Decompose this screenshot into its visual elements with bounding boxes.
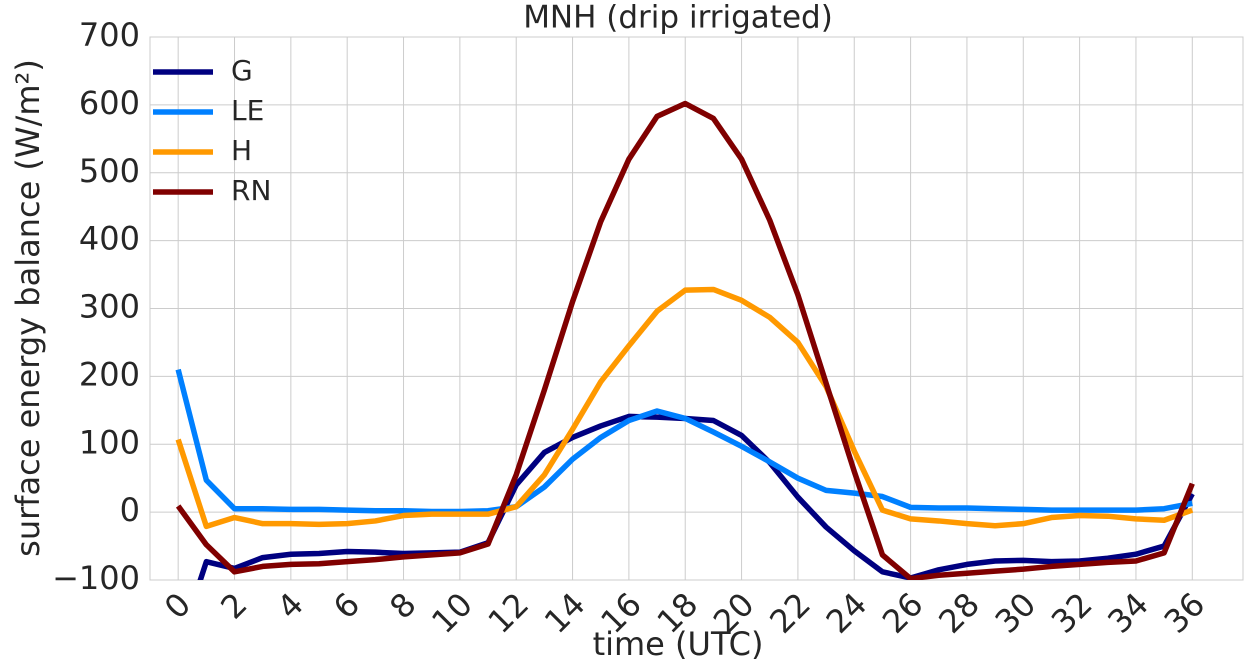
x-tick-label: 26 [875,585,931,641]
x-axis-label: time (UTC) [593,625,764,663]
y-tick-label: 400 [79,220,140,258]
x-tick-label: 32 [1044,585,1100,641]
x-tick-label: 0 [157,585,198,626]
x-tick-label: 14 [537,585,593,641]
y-tick-label: 300 [79,288,140,326]
x-tick-label: 22 [762,585,818,641]
x-tick-label: 34 [1100,585,1156,641]
data-line [175,368,1193,515]
x-tick-label: 24 [819,585,875,641]
y-axis-label: surface energy balance (W/m²) [9,59,47,557]
data-line [175,100,1195,580]
x-tick-label: 4 [270,585,311,626]
x-tick-label: 12 [481,585,537,641]
legend-label: G [231,54,253,87]
x-tick-label: 30 [988,585,1044,641]
y-tick-label: 200 [79,355,140,393]
x-tick-label: 10 [424,585,480,641]
legend-label: LE [231,94,264,127]
x-tick-label: 36 [1157,585,1213,641]
y-tick-label: 700 [79,16,140,54]
legend-label: RN [231,174,271,207]
plot-area [175,100,1195,580]
x-tick-label: 2 [213,585,254,626]
legend-label: H [231,134,252,167]
y-tick-label: −100 [52,559,140,597]
x-tick-label: 28 [931,585,987,641]
y-tick-label: 100 [79,423,140,461]
data-line [175,286,1194,530]
x-tick-label: 8 [382,585,423,626]
y-tick-label: 500 [79,152,140,190]
x-tick-label: 6 [326,585,367,626]
y-tick-label: 600 [79,84,140,122]
plot-frame [149,36,1244,581]
y-tick-label: 0 [120,491,140,529]
chart-title: MNH (drip irrigated) [523,0,833,36]
